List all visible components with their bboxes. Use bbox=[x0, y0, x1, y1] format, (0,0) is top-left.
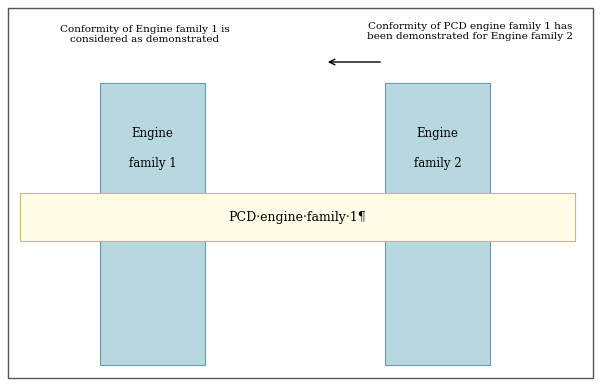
Bar bbox=[20, 193, 575, 241]
Bar bbox=[385, 83, 490, 365]
Text: Engine

family 2: Engine family 2 bbox=[413, 127, 462, 169]
Text: Conformity of PCD engine family 1 has
been demonstrated for Engine family 2: Conformity of PCD engine family 1 has be… bbox=[367, 22, 573, 41]
Bar bbox=[100, 83, 205, 365]
Text: Engine

family 1: Engine family 1 bbox=[129, 127, 176, 169]
Text: Conformity of Engine family 1 is
considered as demonstrated: Conformity of Engine family 1 is conside… bbox=[60, 25, 230, 44]
Text: PCD·engine·family·1¶: PCD·engine·family·1¶ bbox=[228, 210, 367, 223]
